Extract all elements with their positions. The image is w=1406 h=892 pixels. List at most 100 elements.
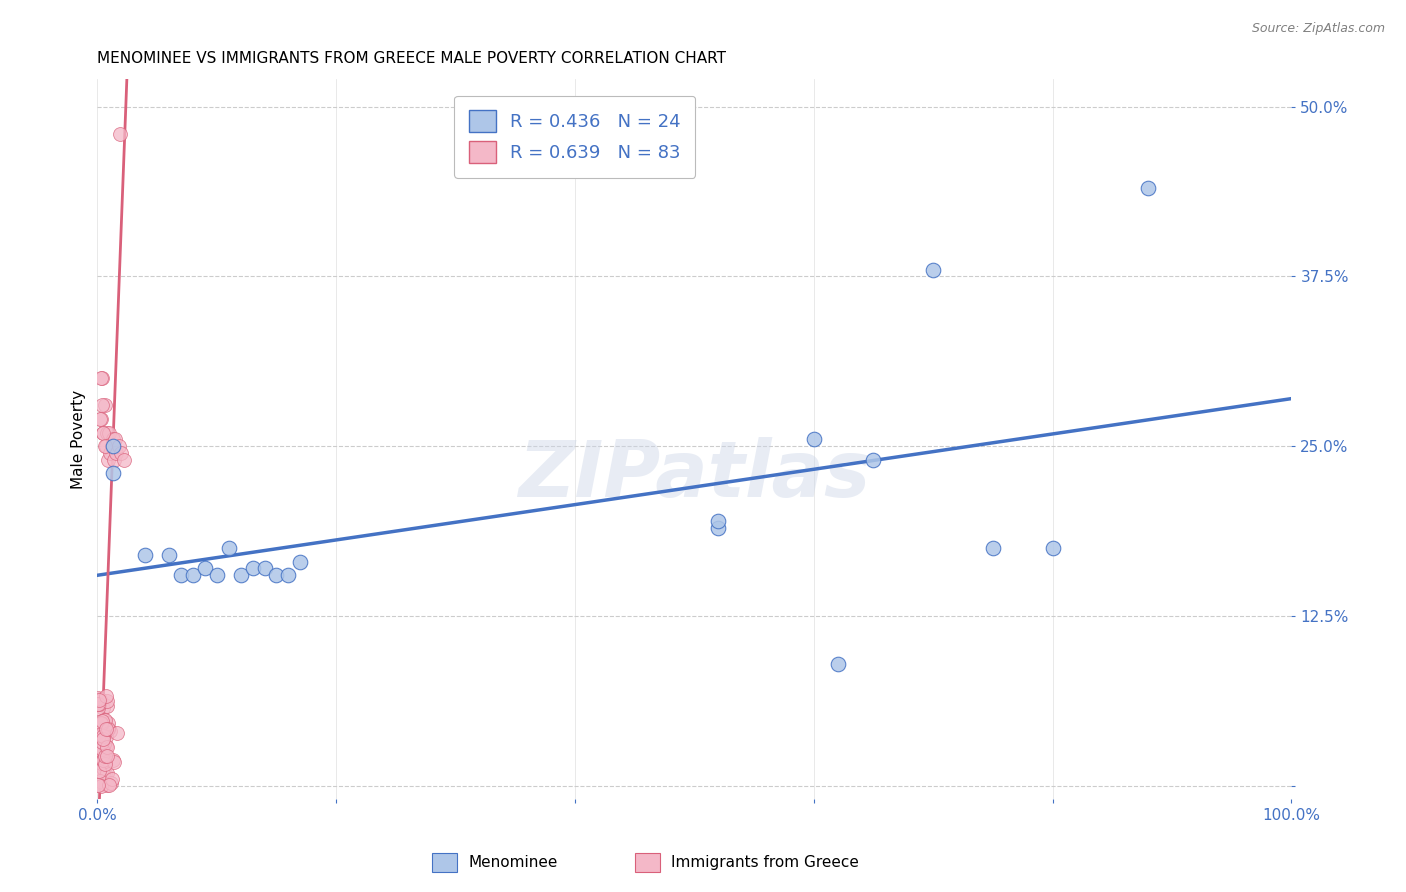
Point: [157, 548, 180, 562]
Point: [253, 561, 276, 575]
Point: [90, 779, 112, 793]
Point: [89, 764, 111, 779]
Point: [87, 778, 110, 792]
Point: [90, 371, 112, 385]
Text: ZIPatlas: ZIPatlas: [519, 437, 870, 514]
Point: [93, 439, 115, 453]
Point: [91, 731, 114, 746]
Point: [108, 439, 131, 453]
Point: [91, 425, 114, 440]
Point: [97, 722, 120, 736]
Point: [89, 412, 111, 426]
Point: [96, 765, 118, 780]
Point: [93, 399, 115, 413]
Point: [194, 561, 217, 575]
Point: [277, 568, 299, 582]
Point: [101, 439, 124, 453]
Point: [803, 433, 825, 447]
Point: [90, 756, 112, 770]
Point: [100, 776, 122, 790]
Point: [90, 724, 112, 739]
Point: [104, 433, 127, 447]
Point: [98, 425, 121, 440]
Point: [91, 756, 114, 770]
Point: [90, 717, 112, 731]
Point: [90, 716, 112, 731]
Point: [100, 772, 122, 786]
Point: [87, 697, 110, 711]
Point: [218, 541, 240, 555]
Point: [87, 728, 110, 742]
Point: [94, 730, 117, 744]
Text: MENOMINEE VS IMMIGRANTS FROM GREECE MALE POVERTY CORRELATION CHART: MENOMINEE VS IMMIGRANTS FROM GREECE MALE…: [97, 51, 727, 66]
Point: [89, 774, 111, 789]
Point: [90, 717, 112, 731]
Point: [103, 755, 125, 769]
Text: Menominee: Menominee: [468, 855, 558, 870]
Point: [94, 713, 117, 727]
Point: [707, 521, 730, 535]
Point: [91, 701, 114, 715]
Point: [91, 741, 114, 756]
Point: [96, 425, 118, 440]
Point: [89, 692, 111, 706]
Point: [101, 467, 124, 481]
Point: [242, 561, 264, 575]
Y-axis label: Male Poverty: Male Poverty: [72, 390, 86, 489]
Point: [1137, 181, 1160, 195]
Point: [91, 749, 114, 764]
Point: [93, 765, 115, 780]
Point: [205, 568, 228, 582]
Point: [91, 729, 114, 743]
Point: [96, 694, 118, 708]
Point: [1042, 541, 1064, 555]
Point: [981, 541, 1004, 555]
Point: [90, 412, 112, 426]
Point: [110, 446, 132, 460]
Point: [97, 716, 120, 731]
Point: [94, 723, 117, 738]
Point: [827, 657, 849, 671]
Point: [87, 701, 110, 715]
Point: [91, 757, 114, 772]
Point: [90, 735, 112, 749]
Point: [94, 748, 117, 763]
Point: [89, 692, 111, 706]
Point: [90, 723, 112, 737]
Point: [91, 714, 114, 729]
Point: [93, 755, 115, 769]
Point: [181, 568, 204, 582]
Point: [101, 433, 124, 447]
Point: [96, 778, 118, 792]
Point: [862, 452, 884, 467]
Point: [229, 568, 252, 582]
Point: [96, 739, 118, 754]
Point: [91, 744, 114, 758]
Point: [96, 749, 118, 764]
Point: [96, 698, 118, 713]
Point: [97, 778, 120, 792]
Point: [134, 548, 156, 562]
Point: [94, 689, 117, 703]
Point: [89, 698, 111, 712]
Point: [93, 718, 115, 732]
Point: [93, 713, 115, 727]
Point: [100, 446, 122, 460]
Point: [105, 446, 128, 460]
Point: [100, 439, 122, 453]
Point: [101, 754, 124, 768]
Point: [103, 452, 125, 467]
Point: [922, 262, 945, 277]
Point: [266, 568, 288, 582]
Point: [91, 765, 114, 780]
Point: [91, 371, 114, 385]
Point: [94, 723, 117, 737]
Point: [94, 439, 117, 453]
Point: [112, 452, 135, 467]
Point: [290, 555, 312, 569]
Point: [91, 425, 114, 440]
Text: Source: ZipAtlas.com: Source: ZipAtlas.com: [1251, 22, 1385, 36]
Point: [105, 726, 128, 740]
Point: [87, 690, 110, 705]
Point: [96, 721, 118, 735]
